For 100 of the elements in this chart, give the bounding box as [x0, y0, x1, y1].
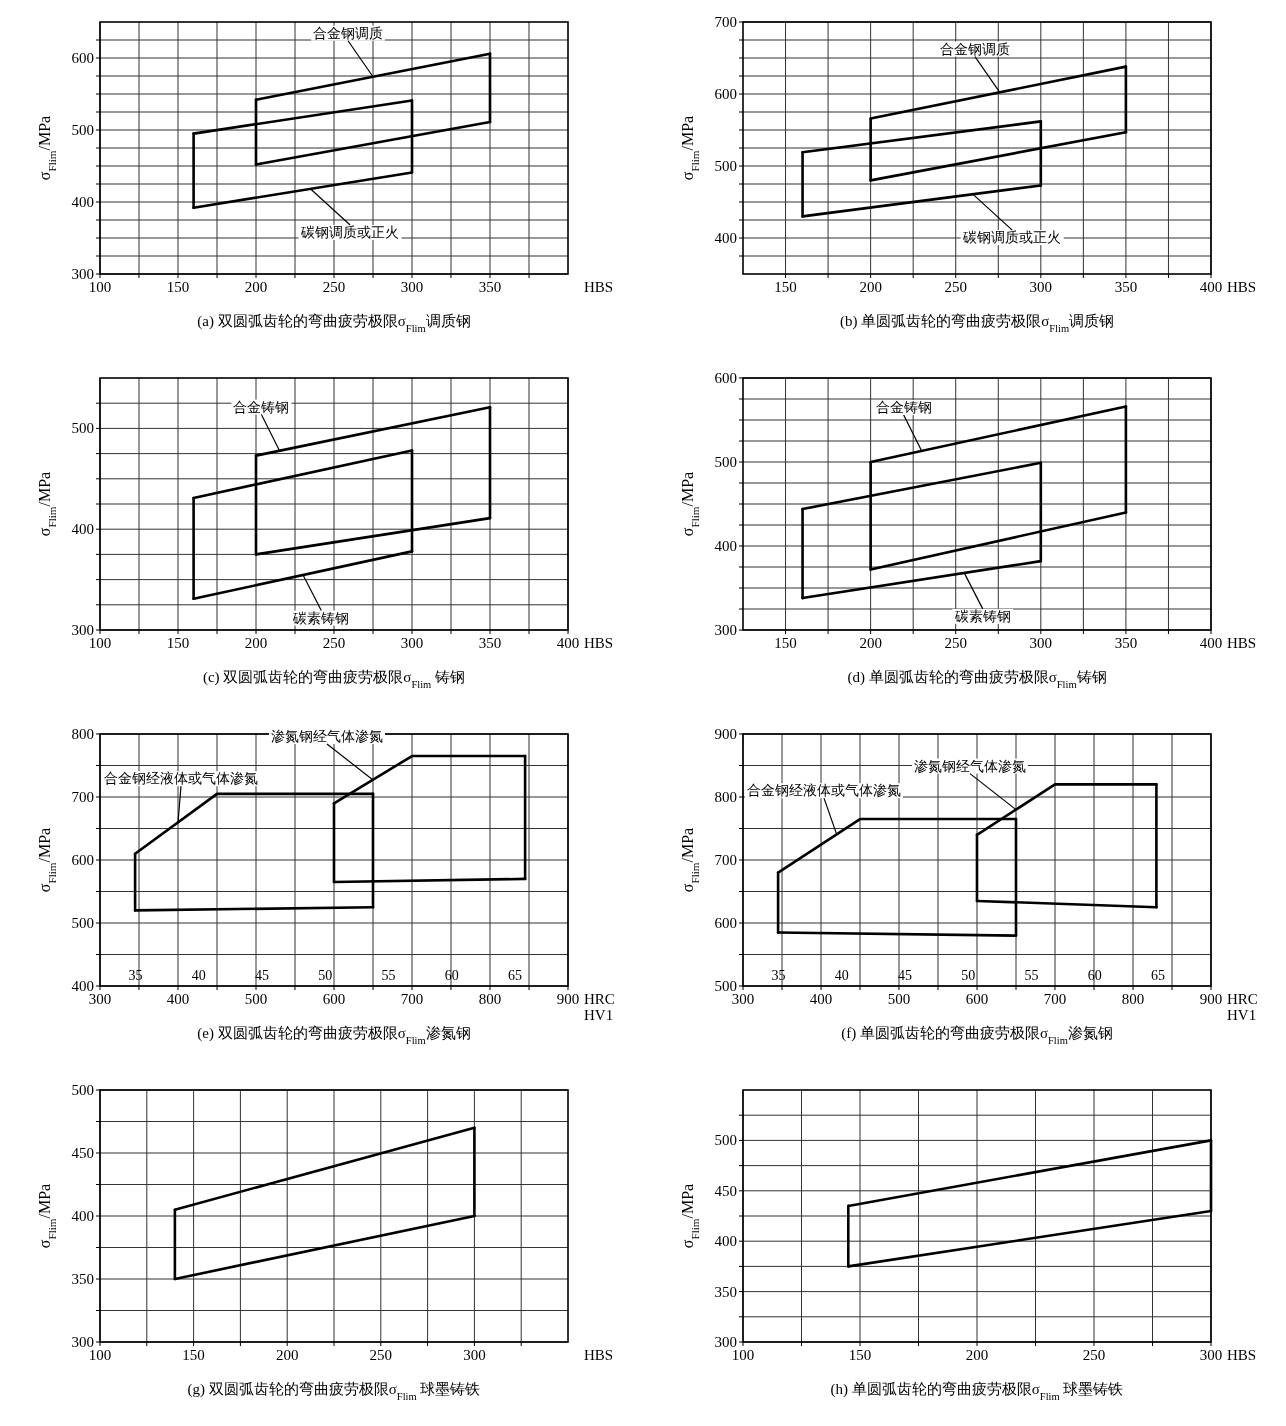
x-tick-label: 300: [1199, 1347, 1223, 1363]
y-tick-label: 400: [714, 230, 737, 246]
y-tick-label: 700: [71, 789, 94, 805]
annotation: 合金钢调质: [313, 25, 383, 41]
x2-tick-label: 60: [1087, 968, 1102, 983]
y-tick-label: 400: [71, 521, 94, 538]
x2-tick-label: 45: [897, 968, 912, 983]
x-tick-label: 300: [400, 279, 424, 295]
x2-tick-label: 55: [381, 968, 396, 983]
x2-tick-label: 60: [444, 968, 459, 983]
y-tick-label: 500: [71, 1082, 94, 1098]
x-tick-label: 100: [88, 1347, 112, 1363]
x-tick-label: 250: [1082, 1347, 1106, 1363]
x2-tick-label: 50: [961, 968, 976, 983]
x-tick-label: 600: [322, 991, 346, 1007]
x-tick-label: 900: [556, 991, 580, 1007]
y-tick-label: 400: [71, 978, 94, 994]
x-tick-label: 500: [887, 991, 911, 1007]
y-tick-label: 700: [714, 14, 737, 30]
y-tick-label: 300: [71, 1334, 94, 1350]
x-tick-label: 300: [1029, 279, 1053, 295]
x-tick-label: 200: [965, 1347, 989, 1363]
x-tick-label: 700: [1043, 991, 1067, 1007]
annotation: 渗氮钢经气体渗氮: [914, 758, 1026, 774]
y-tick-label: 600: [71, 852, 94, 868]
y-tick-label: 350: [71, 1271, 94, 1287]
x-tick-label: 200: [244, 279, 268, 295]
annotation: 碳钢调质或正火: [962, 230, 1062, 246]
y-tick-label: 600: [714, 370, 737, 386]
y-tick-label: 300: [71, 622, 94, 638]
x-tick-label: 150: [166, 279, 190, 295]
x-tick-label: 800: [478, 991, 502, 1007]
x-axis-title: HBS: [584, 1347, 614, 1363]
y-tick-label: 600: [71, 50, 94, 66]
annotation: 合金钢经液体或气体渗氮: [747, 783, 901, 799]
annotation: 合金钢经液体或气体渗氮: [104, 771, 258, 787]
y-tick-label: 500: [71, 915, 94, 931]
annotation: 碳素铸钢: [953, 608, 1011, 624]
y-tick-label: 400: [71, 1208, 94, 1224]
x-axis-title: HV1: [1227, 1007, 1257, 1023]
x-tick-label: 200: [244, 635, 268, 651]
x-tick-label: 200: [859, 279, 882, 295]
x-tick-label: 150: [182, 1347, 205, 1363]
y-tick-label: 800: [71, 726, 94, 742]
y-tick-label: 500: [71, 122, 94, 138]
x-tick-label: 900: [1199, 991, 1223, 1007]
x-tick-label: 150: [848, 1347, 872, 1363]
x-tick-label: 250: [369, 1347, 393, 1363]
y-tick-label: 350: [714, 1283, 737, 1300]
x-tick-label: 250: [322, 279, 346, 295]
y-tick-label: 500: [714, 978, 737, 994]
x-axis-title: HBS: [584, 279, 614, 295]
y-tick-label: 300: [714, 622, 737, 638]
annotation: 合金铸钢: [233, 399, 290, 415]
x2-tick-label: 55: [1024, 968, 1039, 983]
x2-tick-label: 35: [771, 968, 786, 983]
x-axis-title: HBS: [584, 635, 614, 651]
x-tick-label: 400: [1199, 279, 1223, 295]
annotation: 合金钢调质: [939, 41, 1010, 57]
x-axis-title: HBS: [1227, 1347, 1257, 1363]
y-tick-label: 450: [714, 1182, 737, 1199]
text: (b) 单圆弧齿轮的弯曲疲劳极限σ$_{Flim}$调质钢: [839, 313, 1115, 334]
y-tick-label: 500: [714, 158, 737, 174]
x-tick-label: 300: [400, 635, 424, 651]
x2-axis-title: HRC: [1227, 991, 1258, 1007]
text: (g) 双圆弧齿轮的弯曲疲劳极限σ$_{Flim}$ 球墨铸铁: [187, 1381, 481, 1402]
x-tick-label: 350: [1114, 635, 1138, 651]
x2-tick-label: 40: [834, 968, 849, 983]
text: (f) 单圆弧齿轮的弯曲疲劳极限σ$_{Flim}$渗氮钢: [841, 1025, 1113, 1046]
x-tick-label: 600: [965, 991, 989, 1007]
x2-tick-label: 40: [191, 968, 206, 983]
x2-tick-label: 45: [254, 968, 269, 983]
x-axis-title: HV1: [584, 1007, 614, 1023]
y-tick-label: 900: [714, 726, 737, 742]
x-tick-label: 350: [478, 635, 502, 651]
y-tick-label: 700: [714, 852, 737, 868]
y-tick-label: 300: [71, 266, 94, 282]
x-tick-label: 150: [774, 635, 797, 651]
annotation: 碳钢调质或正火: [300, 225, 400, 241]
x-tick-label: 100: [88, 279, 112, 295]
y-tick-label: 600: [714, 915, 737, 931]
x2-tick-label: 65: [1150, 968, 1165, 983]
y-tick-label: 500: [714, 1132, 737, 1149]
x-tick-label: 700: [400, 991, 424, 1007]
annotation: 碳素铸钢: [292, 610, 350, 626]
text: (h) 单圆弧齿轮的弯曲疲劳极限σ$_{Flim}$ 球墨铸铁: [830, 1381, 1124, 1402]
y-tick-label: 400: [714, 1233, 737, 1250]
y-tick-label: 500: [714, 454, 737, 470]
text: (e) 双圆弧齿轮的弯曲疲劳极限σ$_{Flim}$渗氮钢: [197, 1025, 471, 1046]
x-axis-title: HBS: [1227, 635, 1257, 651]
x-tick-label: 800: [1121, 991, 1145, 1007]
text: (a) 双圆弧齿轮的弯曲疲劳极限σ$_{Flim}$调质钢: [197, 313, 471, 334]
x-axis-title: HBS: [1227, 279, 1257, 295]
x-tick-label: 400: [556, 635, 580, 651]
y-tick-label: 600: [714, 86, 737, 102]
text: (d) 单圆弧齿轮的弯曲疲劳极限σ$_{Flim}$铸钢: [847, 669, 1107, 690]
y-tick-label: 300: [714, 1334, 737, 1350]
x-tick-label: 100: [88, 635, 112, 651]
x-tick-label: 400: [166, 991, 190, 1007]
x-tick-label: 300: [463, 1347, 486, 1363]
